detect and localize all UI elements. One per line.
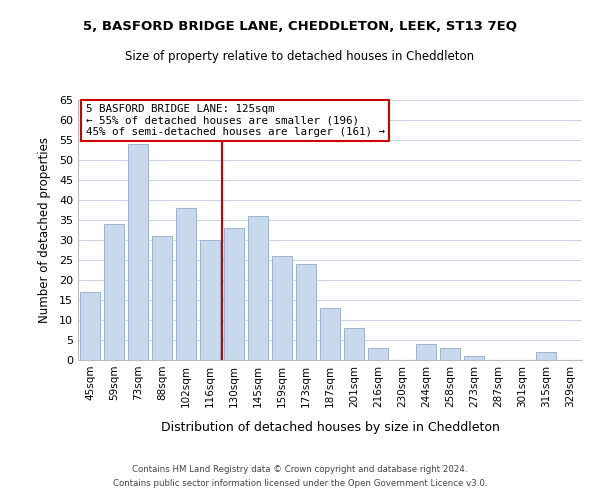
Bar [320,308,340,360]
Bar [224,228,244,360]
Bar [104,224,124,360]
Text: 5, BASFORD BRIDGE LANE, CHEDDLETON, LEEK, ST13 7EQ: 5, BASFORD BRIDGE LANE, CHEDDLETON, LEEK… [83,20,517,33]
Bar [416,344,436,360]
Text: 5 BASFORD BRIDGE LANE: 125sqm
← 55% of detached houses are smaller (196)
45% of : 5 BASFORD BRIDGE LANE: 125sqm ← 55% of d… [86,104,385,137]
Bar [440,348,460,360]
Bar [368,348,388,360]
Bar [296,264,316,360]
Text: Size of property relative to detached houses in Cheddleton: Size of property relative to detached ho… [125,50,475,63]
Bar [176,208,196,360]
Bar [536,352,556,360]
Text: Contains HM Land Registry data © Crown copyright and database right 2024.
Contai: Contains HM Land Registry data © Crown c… [113,466,487,487]
Bar [128,144,148,360]
Bar [80,292,100,360]
Bar [344,328,364,360]
X-axis label: Distribution of detached houses by size in Cheddleton: Distribution of detached houses by size … [161,421,499,434]
Bar [464,356,484,360]
Bar [272,256,292,360]
Bar [152,236,172,360]
Y-axis label: Number of detached properties: Number of detached properties [38,137,50,323]
Bar [248,216,268,360]
Bar [200,240,220,360]
